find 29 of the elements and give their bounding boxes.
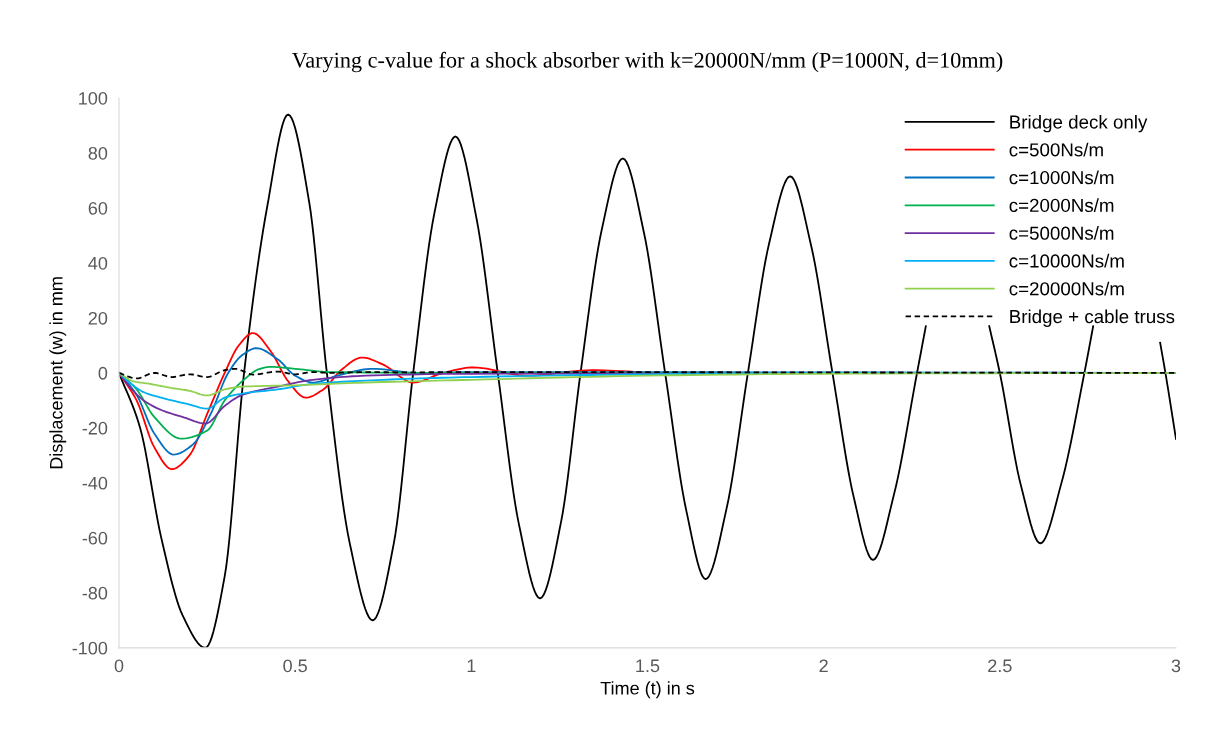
y-tick-label: -100 [72,641,108,655]
y-axis-title: Displacement (w) in mm [49,277,67,469]
x-axis-title: Time (t) in s [600,681,695,699]
y-tick-label: 0 [98,366,108,380]
chart-title: Varying c-value for a shock absorber with k=20000N/mm (P=1000N, d=10mm) [291,51,1003,73]
x-tick-label: 2 [819,659,828,673]
legend-label: c=5000Ns/m [1009,226,1114,240]
y-tick-label: 40 [88,256,108,270]
y-tick-label: -80 [82,586,108,600]
legend-label: c=500Ns/m [1009,142,1103,157]
x-tick-label: 1 [467,659,476,673]
legend-label: Bridge + cable truss [1010,309,1175,327]
y-tick-label: -40 [82,476,108,490]
x-tick-label: 0.5 [283,659,307,673]
legend-label: c=10000Ns/m [1009,253,1124,268]
y-tick-label: 20 [88,311,108,325]
x-tick-label: 3 [1171,659,1181,673]
y-tick-label: 80 [88,146,108,160]
legend-label: c=2000Ns/m [1009,198,1114,213]
x-tick-label: 0 [114,659,124,673]
y-tick-label: -60 [82,531,108,545]
legend-label: c=1000Ns/m [1009,170,1114,185]
y-tick-label: -20 [82,421,108,435]
y-tick-label: 100 [79,91,108,105]
legend-label: c=20000Ns/m [1009,281,1124,296]
x-tick-label: 2.5 [988,659,1012,673]
legend-label: Bridge deck only [1010,114,1148,133]
y-tick-label: 60 [88,201,108,215]
x-tick-label: 1.5 [636,659,660,673]
